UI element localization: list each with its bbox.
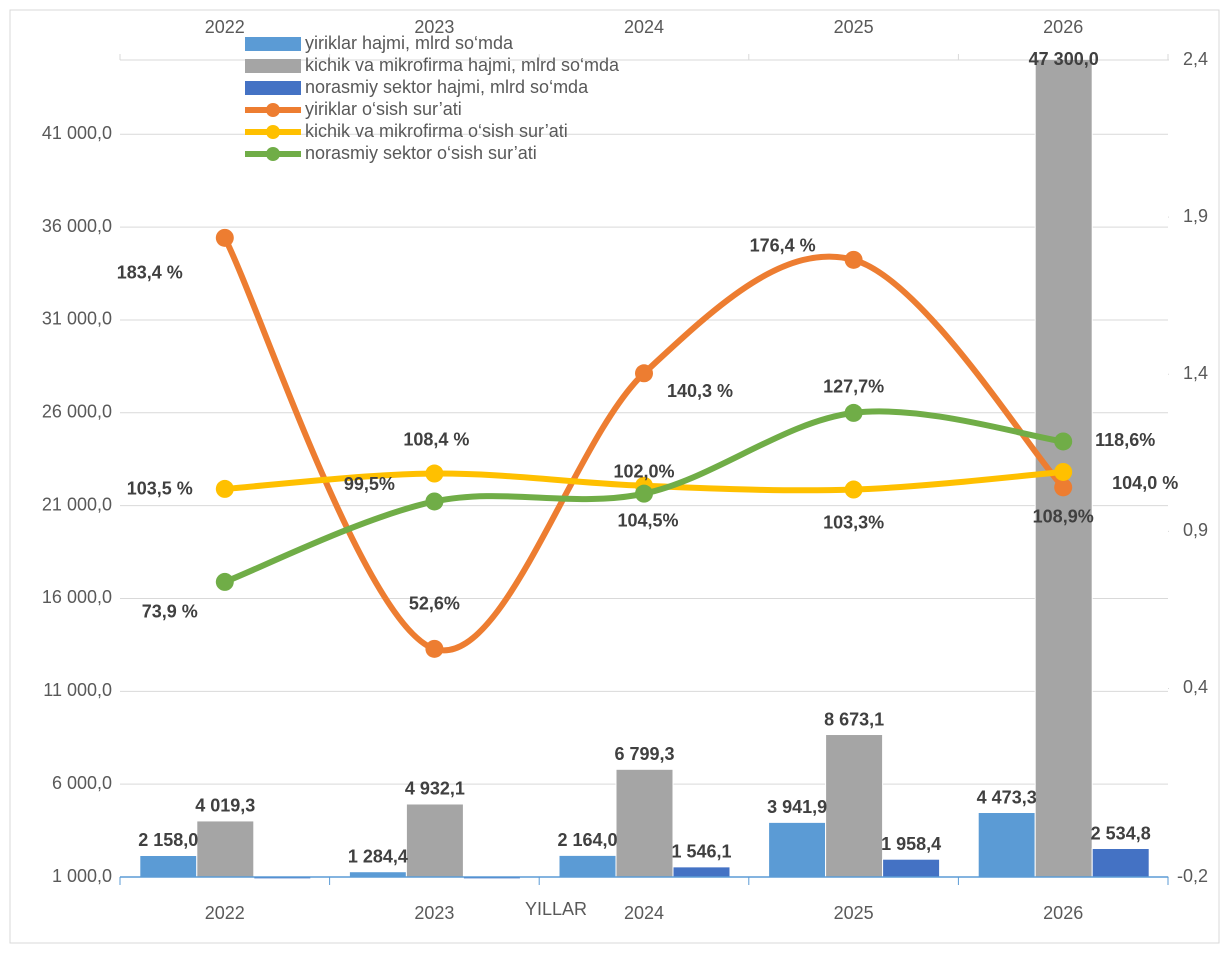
legend-label: norasmiy sektor o‘sish sur’ati [305,143,537,163]
bar-value-label: 2 164,0 [557,830,617,850]
x-tick-label: 2026 [1043,903,1083,923]
y-tick-label: 16 000,0 [42,587,112,607]
line-marker [1054,478,1073,497]
line-value-label: 103,3% [823,512,884,532]
bar-value-label: 1 546,1 [671,842,731,862]
x2-tick-label: 2026 [1043,17,1083,37]
legend-marker [266,125,280,139]
bar [1091,848,1150,878]
line-value-label: 104,5% [617,511,678,531]
y-tick-label: 41 000,0 [42,123,112,143]
bar [196,820,255,878]
bar [977,812,1036,878]
legend-marker [266,147,280,161]
bar-value-label: 1 284,4 [348,846,408,866]
line-marker [1054,432,1073,451]
legend-label: yiriklar o‘sish sur’ati [305,99,462,119]
bar-value-label: 4 019,3 [195,796,255,816]
legend-swatch [245,37,301,51]
bar-value-label: 1 958,4 [881,834,941,854]
y2-tick-label: 0,4 [1183,677,1208,697]
line-marker [215,228,234,247]
line-value-label: 103,5 % [127,479,193,499]
bar-value-label: 4 932,1 [405,779,465,799]
x2-tick-label: 2024 [624,17,664,37]
bar [672,866,731,878]
x2-tick-label: 2022 [205,17,245,37]
line-value-label: 102,0% [613,461,674,481]
line-marker [1054,462,1073,481]
line-value-label: 127,7% [823,377,884,397]
y2-tick-label: 2,4 [1183,49,1208,69]
line-marker [425,464,444,483]
y-tick-label: 36 000,0 [42,216,112,236]
bar-value-label: 3 941,9 [767,797,827,817]
bar [882,858,941,878]
line-marker [425,492,444,511]
line-value-label: 108,9% [1033,507,1094,527]
x2-tick-label: 2023 [414,17,454,37]
bar-value-label: 47 300,0 [1029,49,1099,69]
bar-value-label: 2 534,8 [1091,823,1151,843]
y-tick-label: 6 000,0 [52,773,112,793]
y2-tick-label: -0,2 [1177,866,1208,886]
bar [768,821,827,878]
line-marker [635,364,653,383]
line-value-label: 52,6% [409,594,460,614]
line-value-label: 108,4 % [403,429,469,449]
bar [139,854,198,878]
legend-label: norasmiy sektor hajmi, mlrd so‘mda [305,77,589,97]
x-axis-title: YILLAR [525,899,587,919]
line-value-label: 176,4 % [750,236,816,256]
bar-value-label: 8 673,1 [824,709,884,729]
plot-area [139,60,1150,880]
legend-swatch [245,81,301,95]
line-marker [635,484,653,503]
x-tick-label: 2023 [414,903,454,923]
y2-tick-label: 1,4 [1183,363,1208,383]
line [221,234,1067,654]
line-value-label: 73,9 % [142,602,198,622]
x-tick-label: 2024 [624,903,664,923]
legend-label: kichik va mikrofirma o‘sish sur’ati [305,121,568,141]
line-marker [215,572,234,591]
bar [348,871,407,878]
y-tick-label: 26 000,0 [42,402,112,422]
y-tick-label: 1 000,0 [52,866,112,886]
legend-label: kichik va mikrofirma hajmi, mlrd so‘mda [305,55,620,75]
legend-marker [266,103,280,117]
bar [558,854,617,878]
y-tick-label: 21 000,0 [42,494,112,514]
bar [615,768,674,878]
legend-swatch [245,59,301,73]
line-value-label: 104,0 % [1112,473,1178,493]
line-marker [844,480,863,499]
line-marker [844,250,863,269]
bar-value-label: 2 158,0 [138,830,198,850]
y-tick-label: 31 000,0 [42,309,112,329]
line-value-label: 99,5% [344,474,395,494]
bar-value-label: 4 473,3 [977,787,1037,807]
bar [405,803,464,878]
x-tick-label: 2022 [205,903,245,923]
line-value-label: 183,4 % [117,263,183,283]
y2-tick-label: 1,9 [1183,206,1208,226]
line-marker [425,639,444,658]
y-tick-label: 11 000,0 [43,680,112,700]
bar-value-label: 6 799,3 [614,744,674,764]
y2-tick-label: 0,9 [1183,520,1208,540]
line-value-label: 140,3 % [667,381,733,401]
line-marker [215,479,234,498]
legend-label: yiriklar hajmi, mlrd so‘mda [305,33,514,53]
line-marker [844,403,863,422]
x-tick-label: 2025 [834,903,874,923]
line-value-label: 118,6% [1095,430,1155,450]
bar [825,734,884,878]
x2-tick-label: 2025 [834,17,874,37]
